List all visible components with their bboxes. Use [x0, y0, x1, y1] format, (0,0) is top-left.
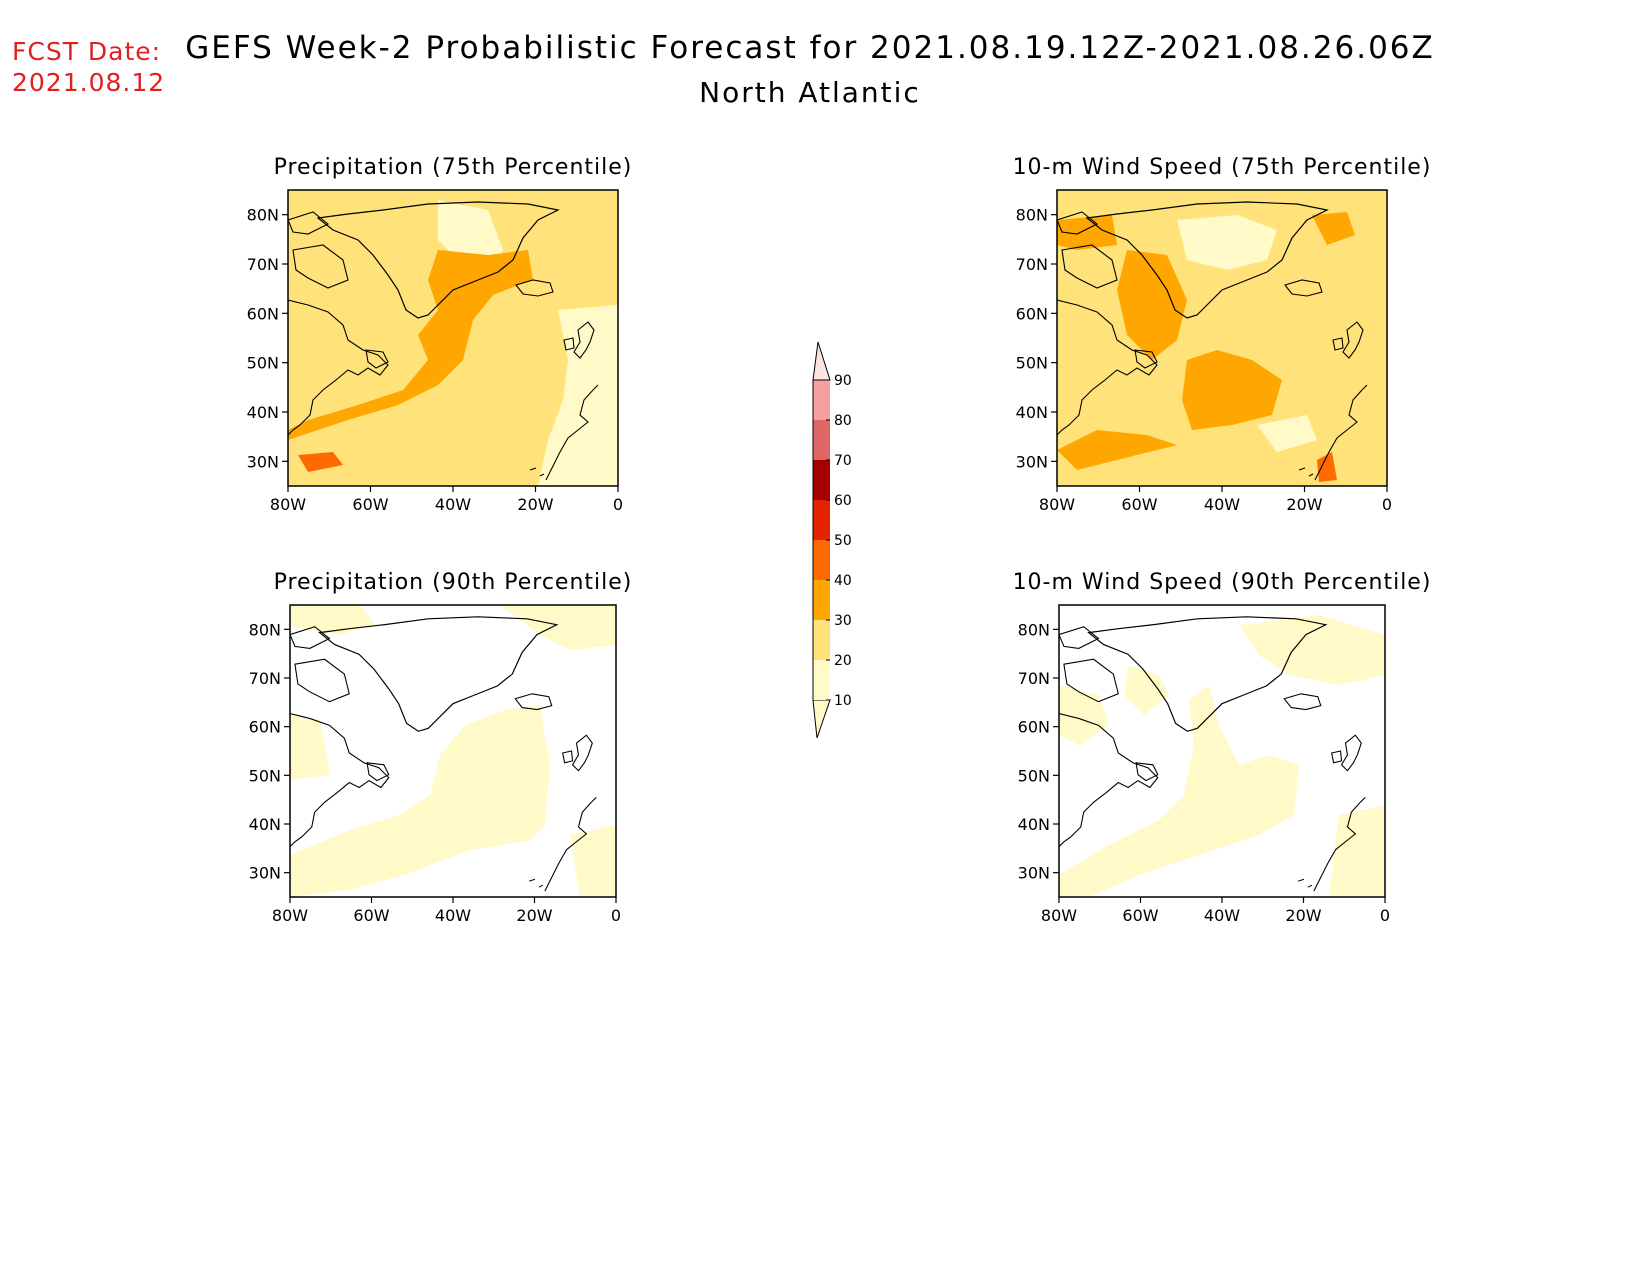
probability-shading [290, 605, 616, 897]
colorbar-level-label: 10 [834, 693, 852, 709]
lat-tick-label: 50N [1018, 766, 1050, 785]
lat-tick-label: 80N [247, 206, 279, 225]
colorbar: 10 20 30 40 50 60 70 80 90 [812, 341, 852, 739]
map-panel-precip75: Precipitation (75th Percentile) 80W 60W 40W… [247, 155, 633, 514]
colorbar-high-extension [812, 341, 831, 381]
lat-tick-label: 50N [249, 766, 281, 785]
lon-tick-label: 40W [435, 495, 471, 514]
forecast-date-block: FCST Date: 2021.08.12 [12, 36, 165, 98]
colorbar-level-label: 20 [834, 653, 852, 669]
lat-tick-label: 70N [1016, 255, 1048, 274]
lat-tick-label: 40N [1016, 403, 1048, 422]
map-panel-precip90: Precipitation (90th Percentile) 80W 60W 40W… [249, 570, 633, 925]
colorbar-swatch [813, 660, 830, 700]
colorbar-level-label: 90 [834, 373, 852, 389]
colorbar-level-label: 70 [834, 453, 852, 469]
lat-tick-label: 60N [247, 304, 279, 323]
lon-tick-label: 80W [1041, 906, 1077, 925]
lon-tick-label: 40W [1204, 906, 1240, 925]
lat-tick-label: 70N [247, 255, 279, 274]
colorbar-swatch [813, 580, 830, 620]
map-panel-wind75: 10-m Wind Speed (75th Percentile) 80W 60W 4… [1013, 155, 1432, 514]
colorbar-level-label: 40 [834, 573, 852, 589]
lat-tick-label: 30N [249, 864, 281, 883]
lon-tick-label: 0 [613, 495, 623, 514]
lat-tick-label: 60N [1016, 304, 1048, 323]
colorbar-swatch [813, 420, 830, 460]
lat-tick-label: 50N [247, 354, 279, 373]
lat-tick-label: 60N [1018, 718, 1050, 737]
lat-tick-label: 40N [1018, 815, 1050, 834]
colorbar-low-extension [812, 699, 831, 739]
lat-tick-label: 70N [1018, 669, 1050, 688]
lat-tick-label: 50N [1016, 354, 1048, 373]
map-panel-wind90: 10-m Wind Speed (90th Percentile) 80W 60W 4… [1013, 570, 1432, 925]
panel-title: Precipitation (75th Percentile) [274, 155, 633, 180]
lon-tick-label: 20W [1286, 495, 1322, 514]
page-title: GEFS Week-2 Probabilistic Forecast for 2… [185, 30, 1435, 66]
colorbar-swatch [813, 620, 830, 660]
colorbar-swatch [813, 460, 830, 500]
lat-tick-label: 40N [249, 815, 281, 834]
lon-tick-label: 0 [611, 906, 621, 925]
lon-tick-label: 40W [435, 906, 471, 925]
forecast-date-label: FCST Date: [12, 37, 162, 66]
lat-tick-label: 80N [1018, 620, 1050, 639]
lon-tick-label: 80W [270, 495, 306, 514]
lon-tick-label: 60W [1122, 906, 1158, 925]
lon-tick-label: 20W [516, 906, 552, 925]
lon-tick-label: 80W [272, 906, 308, 925]
lat-tick-label: 40N [247, 403, 279, 422]
lat-tick-label: 30N [1018, 864, 1050, 883]
colorbar-swatch [813, 500, 830, 540]
probability-shading [1057, 190, 1387, 486]
colorbar-level-label: 50 [834, 533, 852, 549]
lat-tick-label: 80N [1016, 206, 1048, 225]
lon-tick-label: 20W [1285, 906, 1321, 925]
lon-tick-label: 60W [353, 906, 389, 925]
forecast-date-value: 2021.08.12 [12, 68, 166, 97]
colorbar-level-label: 30 [834, 613, 852, 629]
probability-shading [1059, 605, 1385, 897]
colorbar-level-label: 80 [834, 413, 852, 429]
lat-tick-label: 60N [249, 718, 281, 737]
colorbar-level-label: 60 [834, 493, 852, 509]
panel-title: 10-m Wind Speed (75th Percentile) [1013, 155, 1432, 180]
panel-title: Precipitation (90th Percentile) [274, 570, 633, 595]
lon-tick-label: 20W [517, 495, 553, 514]
lon-tick-label: 60W [352, 495, 388, 514]
lon-tick-label: 0 [1380, 906, 1390, 925]
lat-tick-label: 30N [1016, 452, 1048, 471]
lon-tick-label: 40W [1204, 495, 1240, 514]
lon-tick-label: 60W [1121, 495, 1157, 514]
panel-title: 10-m Wind Speed (90th Percentile) [1013, 570, 1432, 595]
lat-tick-label: 30N [247, 452, 279, 471]
page-subtitle: North Atlantic [699, 76, 921, 109]
lon-tick-label: 80W [1039, 495, 1075, 514]
colorbar-swatch [813, 540, 830, 580]
lat-tick-label: 80N [249, 620, 281, 639]
colorbar-swatch [813, 380, 830, 420]
probability-shading [288, 190, 618, 486]
lon-tick-label: 0 [1382, 495, 1392, 514]
lat-tick-label: 70N [249, 669, 281, 688]
